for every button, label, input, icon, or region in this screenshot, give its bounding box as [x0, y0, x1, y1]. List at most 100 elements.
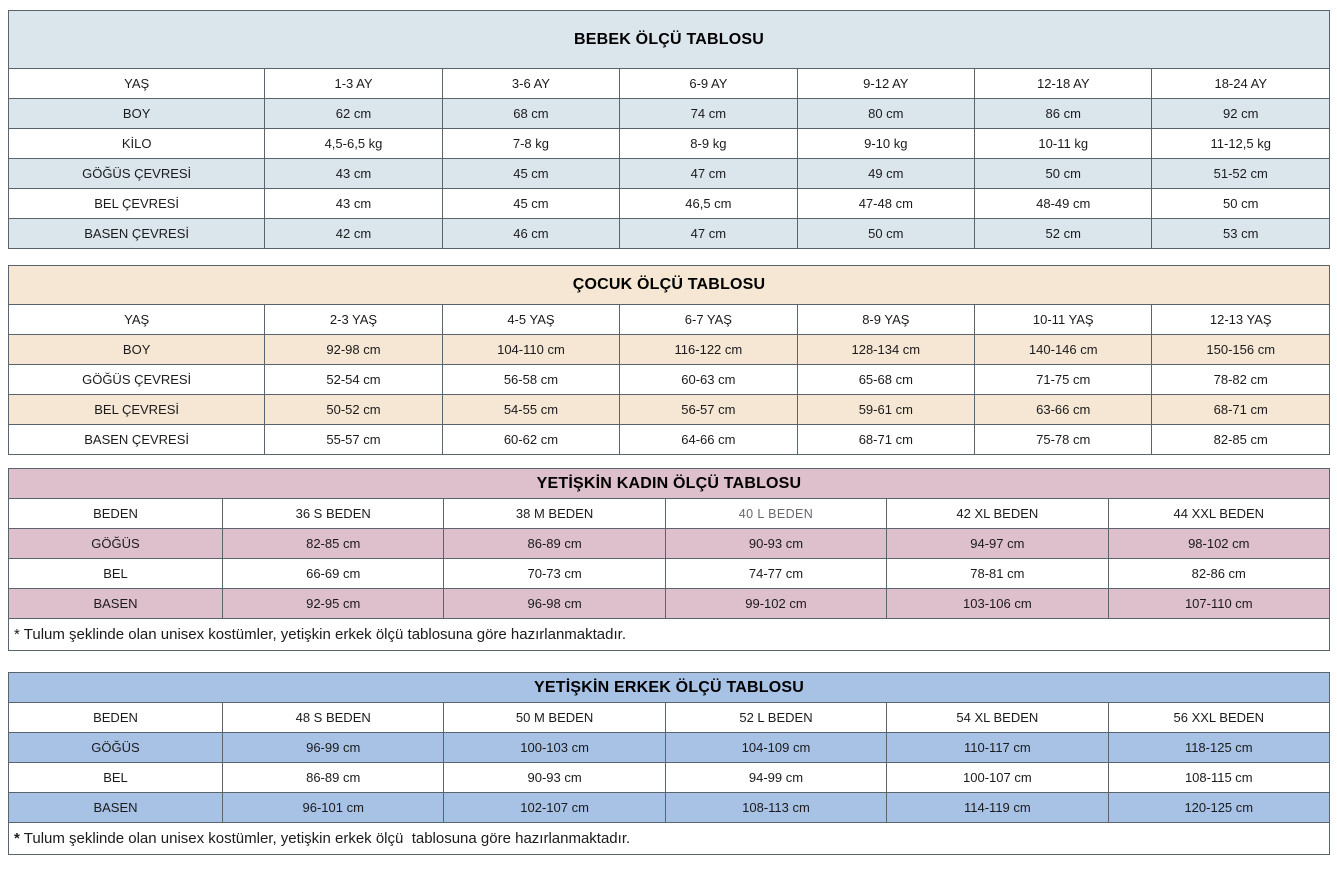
row-label: BASEN ÇEVRESİ — [7, 218, 266, 249]
row-label: BEDEN — [8, 498, 223, 529]
table-cell: 96-99 cm — [221, 732, 445, 763]
table-cell: 45 cm — [441, 158, 621, 189]
row-label: BASEN — [8, 792, 223, 823]
table-cell: 96-98 cm — [443, 588, 666, 619]
table-cell: 68 cm — [441, 98, 621, 129]
table-cell: 3-6 AY — [441, 68, 621, 99]
table-cell: 62 cm — [264, 98, 443, 129]
table-cell: 140-146 cm — [974, 334, 1153, 365]
table-cell: 108-113 cm — [664, 792, 888, 823]
table-cell: 65-68 cm — [796, 364, 976, 395]
table-cell: 48-49 cm — [974, 188, 1153, 219]
table-footnote: * Tulum şeklinde olan unisex kostümler, … — [8, 618, 1330, 651]
table-cell: 60-62 cm — [441, 424, 621, 455]
table-cell: 150-156 cm — [1151, 334, 1330, 365]
table-cell: 54-55 cm — [441, 394, 621, 425]
table-cell: 104-109 cm — [664, 732, 888, 763]
table-cell: 54 XL BEDEN — [886, 702, 1109, 733]
table-cell: 47 cm — [619, 218, 798, 249]
table-cell: 82-85 cm — [1151, 424, 1330, 455]
table-cell: 47-48 cm — [796, 188, 976, 219]
table-title-cocuk: ÇOCUK ÖLÇÜ TABLOSU — [8, 265, 1330, 305]
size-table-cocuk: ÇOCUK ÖLÇÜ TABLOSU YAŞ 2-3 YAŞ 4-5 YAŞ 6-7 Y… — [7, 265, 1330, 455]
table-cell: 4,5-6,5 kg — [264, 128, 443, 159]
table-cell: 86-89 cm — [221, 762, 445, 793]
table-cell: 90-93 cm — [443, 762, 666, 793]
table-cell: 120-125 cm — [1107, 792, 1331, 823]
table-cell: 42 cm — [264, 218, 443, 249]
table-cell: 107-110 cm — [1107, 588, 1331, 619]
table-cell: 4-5 YAŞ — [441, 304, 621, 335]
row-label: BEDEN — [8, 702, 223, 733]
size-table-kadin: YETİŞKİN KADIN ÖLÇÜ TABLOSU BEDEN 36 S BED… — [8, 468, 1331, 651]
table-cell: 51-52 cm — [1151, 158, 1330, 189]
row-label: GÖĞÜS ÇEVRESİ — [7, 364, 266, 395]
table-cell: 9-10 kg — [796, 128, 976, 159]
table-cell: 92-95 cm — [221, 588, 445, 619]
table-cell: 82-85 cm — [221, 528, 445, 559]
row-label: BASEN — [8, 588, 223, 619]
table-cell: 36 S BEDEN — [221, 498, 445, 529]
table-cell: 110-117 cm — [886, 732, 1109, 763]
table-cell: 38 M BEDEN — [443, 498, 666, 529]
table-cell: 128-134 cm — [796, 334, 976, 365]
table-row: KİLO 4,5-6,5 kg 7-8 kg 8-9 kg 9-10 kg 10-11 k… — [7, 128, 1330, 159]
table-cell: 56-57 cm — [619, 394, 798, 425]
table-cell: 49 cm — [796, 158, 976, 189]
table-cell: 40 L BEDEN — [664, 498, 888, 529]
table-cell: 100-107 cm — [886, 762, 1109, 793]
table-row: GÖĞÜS ÇEVRESİ 52-54 cm 56-58 cm 60-63 cm 65-… — [7, 364, 1330, 395]
table-footnote-row: * Tulum şeklinde olan unisex kostümler, … — [8, 618, 1330, 651]
table-cell: 44 XXL BEDEN — [1107, 498, 1331, 529]
table-row: BASEN 96-101 cm 102-107 cm 108-113 cm 114-11… — [8, 792, 1331, 823]
row-label: GÖĞÜS — [8, 528, 223, 559]
table-cell: 94-97 cm — [886, 528, 1109, 559]
row-label: KİLO — [7, 128, 266, 159]
table-row: BEDEN 36 S BEDEN 38 M BEDEN 40 L BEDEN 42 XL… — [8, 498, 1331, 529]
footnote-asterisk: * — [14, 830, 20, 847]
table-row: BEL 86-89 cm 90-93 cm 94-99 cm 100-107 cm 108… — [8, 762, 1331, 793]
table-cell: 52 cm — [974, 218, 1153, 249]
row-label: BOY — [7, 334, 266, 365]
table-cell: 66-69 cm — [221, 558, 445, 589]
table-cell: 8-9 kg — [619, 128, 798, 159]
table-cell: 116-122 cm — [619, 334, 798, 365]
table-cell: 90-93 cm — [664, 528, 888, 559]
table-row: BEDEN 48 S BEDEN 50 M BEDEN 52 L BEDEN 54 XL… — [8, 702, 1331, 733]
table-cell: 50 cm — [796, 218, 976, 249]
table-cell: 60-63 cm — [619, 364, 798, 395]
table-cell: 50 cm — [974, 158, 1153, 189]
table-title-erkek: YETİŞKİN ERKEK ÖLÇÜ TABLOSU — [8, 672, 1330, 703]
table-footnote-row: * Tulum şeklinde olan unisex kostümler, … — [8, 822, 1330, 855]
table-row: GÖĞÜS 96-99 cm 100-103 cm 104-109 cm 110-117… — [8, 732, 1331, 763]
table-row: GÖĞÜS ÇEVRESİ 43 cm 45 cm 47 cm 49 cm 50 cm 51… — [7, 158, 1330, 189]
table-cell: 70-73 cm — [443, 558, 666, 589]
table-cell: 74 cm — [619, 98, 798, 129]
row-label: YAŞ — [7, 68, 266, 99]
table-cell: 103-106 cm — [886, 588, 1109, 619]
table-cell: 53 cm — [1151, 218, 1330, 249]
table-cell: 92-98 cm — [264, 334, 443, 365]
table-cell: 45 cm — [441, 188, 621, 219]
table-cell: 86 cm — [974, 98, 1153, 129]
table-cell: 52 L BEDEN — [664, 702, 888, 733]
row-label: BEL ÇEVRESİ — [7, 394, 266, 425]
table-title-kadin: YETİŞKİN KADIN ÖLÇÜ TABLOSU — [8, 468, 1330, 499]
row-label: GÖĞÜS ÇEVRESİ — [7, 158, 266, 189]
size-table-erkek: YETİŞKİN ERKEK ÖLÇÜ TABLOSU BEDEN 48 S BED… — [8, 672, 1331, 855]
table-row: YAŞ 1-3 AY 3-6 AY 6-9 AY 9-12 AY 12-18 AY 18-2… — [7, 68, 1330, 99]
table-cell: 42 XL BEDEN — [886, 498, 1109, 529]
table-cell: 92 cm — [1151, 98, 1330, 129]
table-cell: 74-77 cm — [664, 558, 888, 589]
table-cell: 118-125 cm — [1107, 732, 1331, 763]
table-cell: 6-9 AY — [619, 68, 798, 99]
table-cell: 7-8 kg — [441, 128, 621, 159]
table-cell: 46 cm — [441, 218, 621, 249]
table-footnote: * Tulum şeklinde olan unisex kostümler, … — [8, 822, 1330, 855]
table-cell: 2-3 YAŞ — [264, 304, 443, 335]
size-tables-page: BEBEK ÖLÇÜ TABLOSU YAŞ 1-3 AY 3-6 AY 6-9 AY 9… — [7, 10, 1331, 855]
table-row: GÖĞÜS 82-85 cm 86-89 cm 90-93 cm 94-97 cm 98-… — [8, 528, 1331, 559]
table-cell: 52-54 cm — [264, 364, 443, 395]
table-row: BEL 66-69 cm 70-73 cm 74-77 cm 78-81 cm 82-86… — [8, 558, 1331, 589]
footnote-text: Tulum şeklinde olan unisex kostümler, ye… — [19, 626, 626, 643]
